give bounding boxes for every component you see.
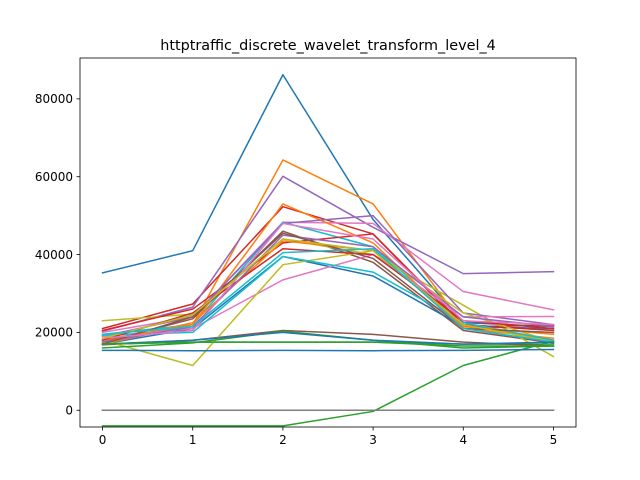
- y-tick-label: 0: [65, 403, 73, 417]
- x-tick-label: 1: [189, 433, 197, 447]
- series-line-1: [101, 73, 555, 328]
- series-line-29: [101, 238, 555, 344]
- y-tick-label: 80000: [35, 92, 73, 106]
- x-tick-label: 4: [459, 433, 467, 447]
- series-line-3: [101, 340, 555, 427]
- series-line-32: [101, 341, 555, 347]
- x-tick-label: 3: [369, 433, 377, 447]
- x-tick-label: 2: [279, 433, 287, 447]
- series-group: [101, 73, 555, 427]
- chart-title: httptraffic_discrete_wavelet_transform_l…: [160, 38, 496, 54]
- series-line-27: [101, 222, 555, 340]
- plot-frame: [79, 57, 577, 428]
- x-tick-label: 0: [99, 433, 107, 447]
- x-tick-label: 5: [550, 433, 558, 447]
- series-line-9: [101, 238, 555, 358]
- series-line-5: [101, 175, 555, 333]
- series-line-21: [101, 348, 555, 352]
- y-tick-label: 20000: [35, 326, 73, 340]
- y-axis: 0 20000 40000 60000 80000: [35, 92, 80, 417]
- series-line-31: [101, 331, 555, 345]
- series-line-26: [101, 232, 555, 346]
- series-line-20: [101, 255, 555, 342]
- series-line-15: [101, 214, 555, 338]
- x-axis: 0 1 2 3 4 5: [99, 427, 558, 447]
- y-tick-label: 40000: [35, 248, 73, 262]
- series-line-30: [101, 247, 555, 344]
- y-tick-label: 60000: [35, 170, 73, 184]
- series-line-25: [101, 234, 555, 344]
